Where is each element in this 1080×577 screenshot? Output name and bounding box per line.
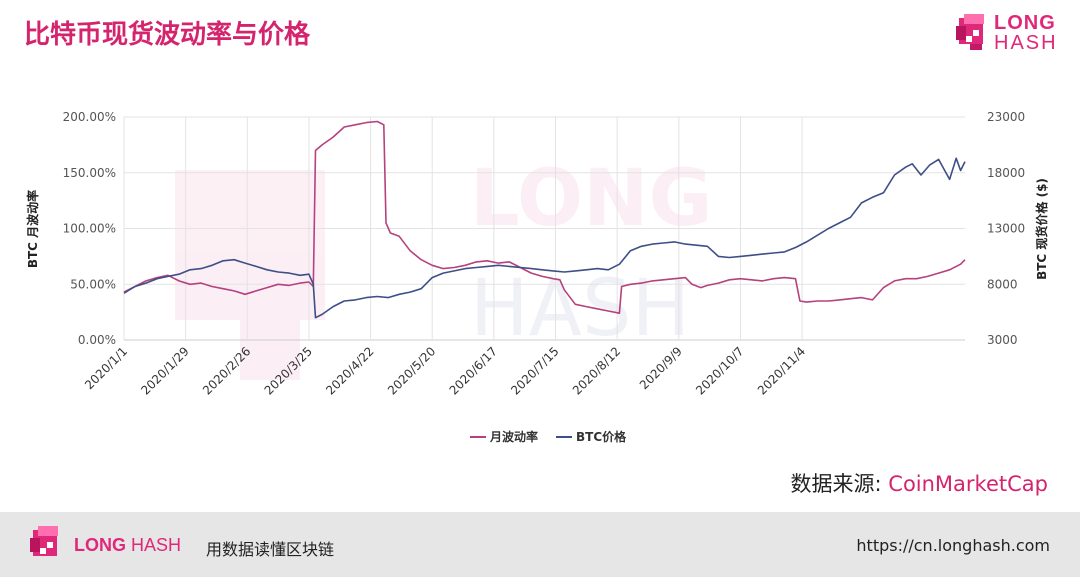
y-left-tick-label: 200.00% (63, 110, 116, 124)
y-right-tick-label: 23000 (987, 110, 1025, 124)
footer-slogan: 用数据读懂区块链 (206, 540, 335, 559)
footer-brand-long: LONG (74, 535, 126, 555)
svg-text:HASH: HASH (470, 264, 690, 354)
x-tick-label: 2020/4/22 (323, 344, 376, 397)
longhash-logo: LONG HASH (956, 12, 1056, 54)
footer-cube-logo-icon (30, 526, 58, 556)
y-axis-left: 0.00% 50.00% 100.00% 150.00% 200.00% (63, 110, 116, 347)
source-brand: CoinMarketCap (888, 472, 1048, 496)
y-left-tick-label: 0.00% (78, 333, 116, 347)
logo-text-long: LONG (994, 12, 1056, 34)
y-axis-left-label: BTC 月波动率 (25, 190, 40, 268)
x-tick-label: 2020/1/29 (138, 344, 191, 397)
footer-brand: LONG HASH (74, 535, 181, 556)
x-tick-label: 2020/11/4 (755, 344, 808, 397)
longhash-watermark: LONG HASH (175, 154, 713, 380)
series-line-price (123, 157, 966, 319)
y-right-tick-label: 8000 (987, 277, 1018, 291)
x-axis: 2020/1/1 2020/1/29 2020/2/26 2020/3/25 2020/… (82, 344, 808, 397)
chart-title: 比特币现货波动率与价格 (24, 20, 311, 50)
data-source: 数据来源: CoinMarketCap (791, 468, 1048, 498)
footer-brand-hash: HASH (131, 535, 182, 555)
y-axis-right-label: BTC 现货价格 ($) (1034, 178, 1049, 280)
logo-text-hash: HASH (994, 32, 1058, 54)
y-left-tick-label: 50.00% (70, 277, 116, 291)
grid-lines (123, 116, 965, 341)
y-right-tick-label: 3000 (987, 333, 1018, 347)
legend-label: 月波动率 (489, 429, 538, 444)
footer-bar: LONG HASH 用数据读懂区块链 https://cn.longhash.c… (0, 512, 1080, 577)
footer-url[interactable]: https://cn.longhash.com (856, 536, 1050, 555)
y-right-tick-label: 18000 (987, 166, 1025, 180)
x-tick-label: 2020/10/7 (693, 344, 746, 397)
y-left-tick-label: 100.00% (63, 222, 116, 236)
series-lines (123, 120, 966, 319)
source-label: 数据来源: (790, 472, 882, 496)
y-axis-right: 3000 8000 13000 18000 23000 (987, 110, 1025, 347)
legend-label: BTC价格 (576, 429, 627, 444)
y-right-tick-label: 13000 (987, 222, 1025, 236)
svg-text:LONG: LONG (470, 154, 713, 244)
x-tick-label: 2020/5/20 (385, 344, 438, 397)
x-tick-label: 2020/1/1 (82, 344, 130, 392)
volatility-price-chart: LONG HASH 0.00% 50.00% 100.00% 150.00% 200.0… (25, 110, 1049, 444)
cube-logo-icon (956, 14, 984, 50)
y-left-tick-label: 150.00% (63, 166, 116, 180)
chart-legend: 月波动率 BTC价格 (470, 429, 627, 444)
series-line-volatility (123, 120, 966, 315)
